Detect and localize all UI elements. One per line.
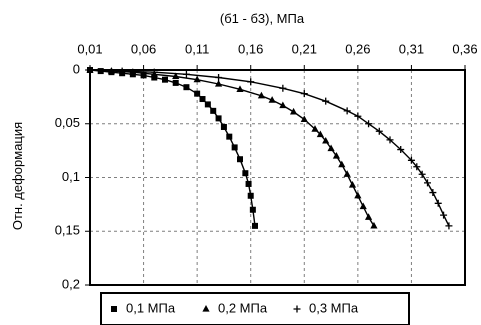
series-square <box>87 67 258 229</box>
legend-marker-square <box>111 306 117 312</box>
legend-items: 0,1 МПа 0,2 МПа 0,3 МПа <box>111 300 359 315</box>
data-point <box>354 191 362 199</box>
data-point <box>322 136 330 144</box>
data-point <box>242 170 249 177</box>
data-point <box>204 101 211 108</box>
y-axis-ticks: 0 0,05 0,1 0,15 0,2 <box>55 61 90 291</box>
y-tick-label: 0,15 <box>55 223 80 238</box>
data-point <box>220 123 227 130</box>
grid <box>90 70 465 285</box>
data-point <box>151 74 158 81</box>
series-layer <box>86 66 453 230</box>
legend-label: 0,1 МПа <box>126 300 176 315</box>
data-point <box>237 156 243 163</box>
data-point <box>429 189 437 197</box>
data-point <box>413 163 421 171</box>
data-point <box>322 97 330 105</box>
data-point <box>289 107 298 115</box>
data-point <box>332 152 341 159</box>
data-point <box>183 84 190 91</box>
series-plus <box>86 66 453 230</box>
x-tick-label: 0,06 <box>131 41 156 56</box>
data-point <box>348 181 357 188</box>
data-point <box>434 199 442 207</box>
data-point <box>338 160 346 168</box>
data-point <box>182 70 190 78</box>
y-tick-label: 0 <box>73 61 80 76</box>
legend-label: 0,2 МПа <box>218 300 268 315</box>
x-tick-label: 0,36 <box>452 41 477 56</box>
data-point <box>172 72 180 80</box>
x-tick-label: 0,26 <box>345 41 370 56</box>
data-point <box>199 96 206 103</box>
data-point <box>257 91 266 99</box>
legend-marker-triangle <box>202 305 210 312</box>
y-tick-label: 0,2 <box>62 276 80 291</box>
x-tick-label: 0,01 <box>77 41 102 56</box>
data-point <box>354 112 362 120</box>
data-point <box>247 192 254 199</box>
data-point <box>370 221 378 229</box>
data-point <box>252 222 258 229</box>
data-point <box>210 107 217 114</box>
data-point <box>375 127 383 135</box>
data-point <box>424 179 431 187</box>
data-point <box>194 90 201 97</box>
data-point <box>311 125 319 132</box>
legend-box <box>100 292 410 325</box>
x-tick-label: 0,16 <box>238 41 263 56</box>
data-point <box>247 78 255 86</box>
data-point <box>236 85 244 92</box>
data-point <box>279 84 287 92</box>
x-tick-label: 0,21 <box>292 41 317 56</box>
legend-label: 0,3 МПа <box>309 300 359 315</box>
x-axis-ticks: 0,01 0,06 0,11 0,16 0,21 0,26 0,31 0,36 <box>77 41 478 70</box>
data-point <box>386 136 394 144</box>
data-point <box>365 120 373 128</box>
data-point <box>300 115 308 123</box>
legend: 0,1 МПа 0,2 МПа 0,3 МПа <box>100 292 410 325</box>
data-point <box>364 213 373 220</box>
data-point <box>268 96 276 103</box>
data-point <box>316 130 324 138</box>
x-axis-title: (б1 - б3), МПа <box>220 11 305 26</box>
data-point <box>359 202 367 210</box>
data-point <box>215 115 222 122</box>
data-point <box>162 76 168 83</box>
legend-marker-plus <box>293 305 301 313</box>
data-point <box>172 79 179 86</box>
data-point <box>300 90 308 98</box>
data-point <box>215 74 223 82</box>
data-point <box>343 107 351 115</box>
data-point <box>226 133 233 140</box>
data-point <box>245 180 252 187</box>
series-triangle <box>86 66 378 229</box>
data-point <box>343 170 351 177</box>
series-line <box>89 69 256 226</box>
data-point <box>279 101 287 109</box>
data-point <box>249 206 256 213</box>
y-tick-label: 0,05 <box>55 115 80 130</box>
data-point <box>193 75 201 83</box>
y-axis-title: Отн. деформация <box>10 122 25 230</box>
data-point <box>140 72 147 79</box>
data-point <box>397 146 405 154</box>
data-point <box>118 67 126 75</box>
data-point <box>214 79 223 87</box>
data-point <box>440 211 448 219</box>
data-point <box>327 144 335 152</box>
data-point <box>445 222 453 230</box>
x-tick-label: 0,11 <box>185 41 209 56</box>
y-tick-label: 0,1 <box>62 169 80 184</box>
data-point <box>407 156 415 164</box>
data-point <box>231 144 238 151</box>
x-tick-label: 0,31 <box>399 41 424 56</box>
data-point <box>418 170 426 178</box>
